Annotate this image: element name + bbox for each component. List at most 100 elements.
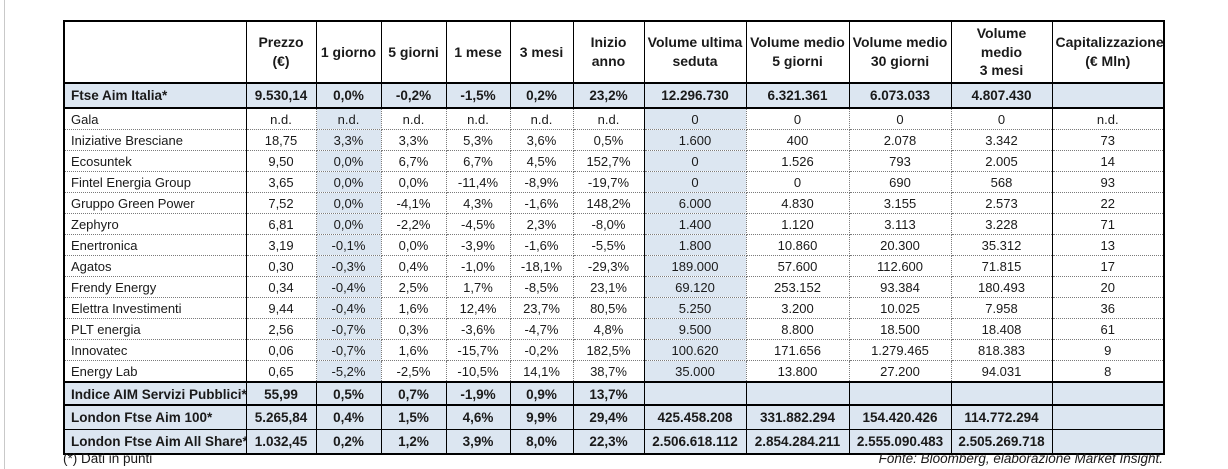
value-cell: 4.830 (745, 192, 850, 214)
value-cell: 20.300 (848, 234, 952, 256)
value-cell: 0,0% (380, 234, 447, 256)
value-cell: 35.312 (950, 234, 1053, 256)
table-row: Innovatec 0,06 -0,7% 1,6% -15,7% -0,2% 182,5% 1… (63, 339, 1165, 361)
value-cell: 112.600 (848, 255, 952, 277)
value-cell: 9 (1051, 339, 1165, 361)
value-cell: 35.000 (643, 360, 747, 383)
value-cell: 14,1% (509, 360, 574, 383)
table-row: Elettra Investimenti 9,44 -0,4% 1,6% 12,4% 23… (63, 297, 1165, 319)
value-cell: 690 (848, 171, 952, 193)
value-cell: 0,65 (245, 360, 317, 383)
footnote-dati-in-punti: (*) Dati in punti (63, 451, 153, 466)
value-cell: 6,81 (245, 213, 317, 235)
value-cell: 100.620 (643, 339, 747, 361)
row-label: Zephyro (63, 213, 247, 235)
table-header: Prezzo (€) 1 giorno 5 giorni 1 mese 3 mesi In… (63, 20, 1165, 84)
value-cell: 0,34 (245, 276, 317, 298)
value-cell: 6.073.033 (848, 82, 952, 109)
row-label: Frendy Energy (63, 276, 247, 298)
value-cell: -1,6% (509, 234, 574, 256)
value-cell: 7,52 (245, 192, 317, 214)
value-cell: 0,06 (245, 339, 317, 361)
value-cell: 3.155 (848, 192, 952, 214)
value-cell: 4,5% (509, 150, 574, 172)
column-header: Volume medio 30 giorni (848, 20, 952, 84)
value-cell: 93 (1051, 171, 1165, 193)
value-cell: -1,6% (509, 192, 574, 214)
value-cell: 22 (1051, 192, 1165, 214)
table-row: Fintel Energia Group 3,65 0,0% 0,0% -11,4% -8… (63, 171, 1165, 193)
aim-italia-table: Prezzo (€) 1 giorno 5 giorni 1 mese 3 mesi In… (63, 20, 1165, 408)
value-cell: 3,3% (380, 129, 447, 151)
value-cell: -1,0% (445, 255, 511, 277)
table-row: London Ftse Aim All Share* 1.032,45 0,2% 1,… (63, 429, 1165, 455)
london-indices-table: London Ftse Aim 100* 5.265,84 0,4% 1,5% 4,6%… (63, 404, 1165, 455)
value-cell: 148,2% (572, 192, 645, 214)
value-cell: 93.384 (848, 276, 952, 298)
table-row: London Ftse Aim 100* 5.265,84 0,4% 1,5% 4,6%… (63, 404, 1165, 430)
value-cell: -11,4% (445, 171, 511, 193)
value-cell: 2.506.618.112 (643, 429, 747, 455)
value-cell: 4.807.430 (950, 82, 1053, 109)
value-cell: 1.526 (745, 150, 850, 172)
value-cell: 0,9% (509, 381, 574, 408)
value-cell: 400 (745, 129, 850, 151)
column-header: Capitalizzazione (€ Mln) (1051, 20, 1165, 84)
value-cell (745, 381, 850, 408)
value-cell: -1,5% (445, 82, 511, 109)
value-cell: 13.800 (745, 360, 850, 383)
value-cell: -8,0% (572, 213, 645, 235)
value-cell: 3,6% (509, 129, 574, 151)
value-cell (1051, 82, 1165, 109)
value-cell: 0,0% (315, 150, 382, 172)
value-cell: -0,7% (315, 318, 382, 340)
row-label: Energy Lab (63, 360, 247, 383)
value-cell: 9,50 (245, 150, 317, 172)
value-cell: 793 (848, 150, 952, 172)
row-label: Elettra Investimenti (63, 297, 247, 319)
value-cell: 3,19 (245, 234, 317, 256)
column-header: 3 mesi (509, 20, 574, 84)
value-cell: 23,1% (572, 276, 645, 298)
value-cell: 6.000 (643, 192, 747, 214)
value-cell: 18.408 (950, 318, 1053, 340)
value-cell: 3.113 (848, 213, 952, 235)
value-cell: 38,7% (572, 360, 645, 383)
row-label: Enertronica (63, 234, 247, 256)
value-cell: 29,4% (572, 404, 645, 430)
value-cell: 8,0% (509, 429, 574, 455)
value-cell: -10,5% (445, 360, 511, 383)
value-cell: -0,7% (315, 339, 382, 361)
value-cell: 1.120 (745, 213, 850, 235)
value-cell: -3,6% (445, 318, 511, 340)
value-cell: 189.000 (643, 255, 747, 277)
row-label: Gruppo Green Power (63, 192, 247, 214)
value-cell: 2,5% (380, 276, 447, 298)
value-cell: 1,6% (380, 339, 447, 361)
value-cell: -2,5% (380, 360, 447, 383)
value-cell: 171.656 (745, 339, 850, 361)
value-cell: 1,6% (380, 297, 447, 319)
value-cell: 818.383 (950, 339, 1053, 361)
value-cell: 331.882.294 (745, 404, 850, 430)
table-row: Gala n.d. n.d. n.d. n.d. n.d. n.d. 0 0 0 0 n.d. (63, 107, 1165, 130)
value-cell: -1,9% (445, 381, 511, 408)
value-cell: 5,3% (445, 129, 511, 151)
value-cell: -5,5% (572, 234, 645, 256)
row-label: Innovatec (63, 339, 247, 361)
value-cell: 114.772.294 (950, 404, 1053, 430)
value-cell: -0,3% (315, 255, 382, 277)
value-cell: 13,7% (572, 381, 645, 408)
value-cell: 154.420.426 (848, 404, 952, 430)
value-cell (643, 381, 747, 408)
column-header: Volume medio 3 mesi (950, 20, 1053, 84)
row-label: PLT energia (63, 318, 247, 340)
value-cell: -0,2% (380, 82, 447, 109)
value-cell: 3.342 (950, 129, 1053, 151)
value-cell: 69.120 (643, 276, 747, 298)
table-row: Ecosuntek 9,50 0,0% 6,7% 6,7% 4,5% 152,7% 0 1.52… (63, 150, 1165, 172)
footer: (*) Dati in punti Fonte: Bloomberg, elab… (63, 451, 1163, 466)
value-cell: 18,75 (245, 129, 317, 151)
value-cell: 152,7% (572, 150, 645, 172)
row-label: Ftse Aim Italia* (63, 82, 247, 109)
